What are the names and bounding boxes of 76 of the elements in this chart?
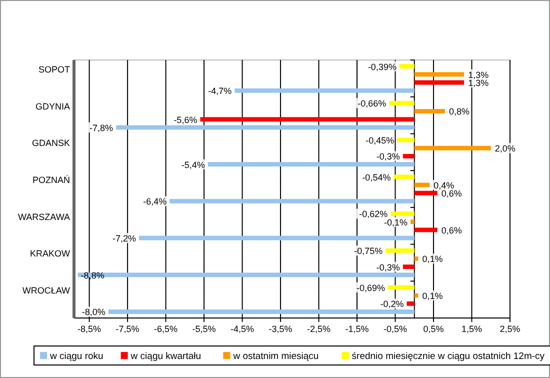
data-label: -0,45%	[366, 135, 394, 146]
bar	[406, 301, 414, 306]
data-label: -0,39%	[368, 62, 396, 72]
data-label: 2,0%	[494, 144, 516, 154]
data-label: -8,0%	[82, 307, 106, 318]
data-label: -7,2%	[112, 234, 136, 244]
bar	[414, 182, 430, 188]
x-tick-label: 2,5%	[500, 324, 520, 334]
y-tick-label: POZNAŃ	[32, 175, 70, 185]
data-label: -0,62%	[359, 209, 388, 220]
x-tick-label: -6,5%	[154, 324, 178, 334]
data-label: -0,3%	[376, 262, 400, 272]
x-tick-label: -7,5%	[116, 324, 140, 334]
x-tick-label: -1,5%	[345, 324, 369, 334]
x-tick-label: 0,5%	[423, 324, 444, 334]
bar	[394, 174, 414, 180]
data-label: 0,4%	[434, 180, 454, 190]
legend-label: w ciągu roku	[49, 351, 104, 362]
data-label: -0,3%	[376, 152, 400, 162]
data-label: 0,8%	[448, 106, 470, 117]
data-label: -4,7%	[208, 86, 232, 96]
bar	[414, 190, 438, 196]
bar	[399, 64, 414, 68]
data-label: -5,6%	[174, 114, 198, 125]
bar	[414, 256, 418, 261]
y-tick-label: GDANSK	[32, 138, 70, 148]
data-label: 0,1%	[422, 254, 443, 264]
bar	[108, 310, 414, 314]
data-label: -0,66%	[358, 98, 386, 109]
x-tick-label: -3,5%	[268, 324, 292, 334]
data-label: 0,1%	[422, 291, 443, 302]
legend-label: średnio miesięcznie w ciągu ostatnich 12m-cy	[352, 351, 545, 362]
bar	[390, 211, 414, 216]
data-label: 0,6%	[441, 225, 462, 236]
data-label: -8,8%	[80, 270, 104, 280]
data-label: -0,1%	[384, 217, 408, 228]
x-tick-label: -0,5%	[384, 324, 408, 334]
data-label: -7,8%	[90, 122, 114, 133]
data-label: -5,4%	[181, 160, 205, 170]
bar	[414, 146, 491, 150]
bar	[388, 285, 414, 290]
y-tick-label: SOPOT	[38, 64, 70, 74]
bar	[410, 220, 414, 224]
bar	[397, 138, 414, 142]
y-tick-label: WARSZAWA	[18, 212, 70, 222]
x-tick-label: -4,5%	[230, 324, 254, 334]
y-tick-label: WROCŁAW	[22, 286, 70, 296]
data-label: 1,3%	[468, 70, 489, 80]
bar	[414, 228, 438, 232]
bar	[389, 100, 414, 106]
data-label: -0,75%	[354, 246, 383, 256]
y-tick-label: GDYNIA	[35, 101, 70, 112]
bar	[234, 88, 414, 93]
bar	[78, 272, 414, 278]
y-tick-label: KRAKOW	[30, 248, 70, 259]
bar	[208, 162, 414, 167]
bar	[200, 117, 414, 122]
bar	[414, 109, 445, 114]
legend-label: w ciągu kwartału	[130, 351, 202, 362]
bar	[116, 125, 414, 130]
x-tick-label: 1,5%	[461, 324, 482, 334]
x-tick-label: -2,5%	[307, 324, 331, 334]
data-label: -0,2%	[380, 299, 404, 310]
data-label: -6,4%	[143, 196, 167, 207]
data-label: -0,54%	[362, 172, 391, 182]
bar	[139, 236, 414, 240]
bar	[402, 154, 414, 158]
bar	[170, 198, 414, 204]
data-label: 0,6%	[441, 188, 462, 199]
x-tick-label: -8,5%	[78, 324, 102, 334]
data-label: -0,69%	[356, 282, 385, 293]
bar	[386, 248, 414, 253]
x-tick-label: -5,5%	[192, 324, 216, 334]
bar	[402, 264, 414, 269]
bar	[414, 72, 464, 77]
legend-label: w ostatnim miesiącu	[232, 351, 319, 362]
